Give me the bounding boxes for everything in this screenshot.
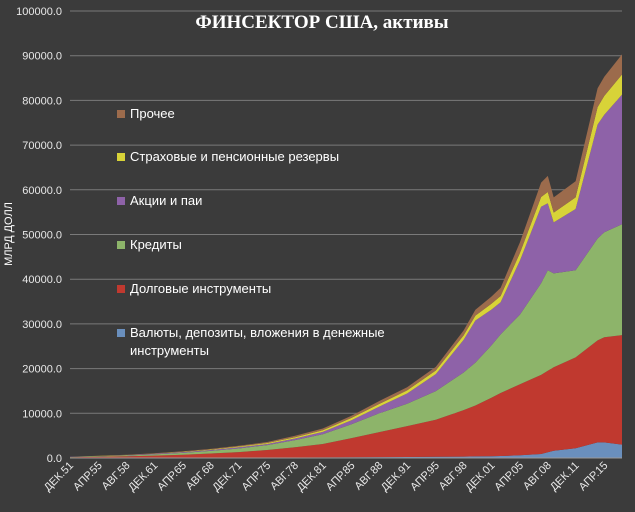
legend-swatch [117, 110, 125, 118]
y-tick-labels: 0.0 10000.0 20000.0 30000.0 40000.0 50000.0 60… [16, 6, 62, 465]
legend-label: Валюты, депозиты, вложения в денежные инс… [130, 325, 385, 358]
y-tick-label: 90000.0 [22, 51, 62, 63]
legend-swatch [117, 329, 125, 337]
area-series-2 [70, 335, 622, 458]
legend-label: Кредиты [130, 237, 182, 252]
y-axis-label: МЛРД ДОЛЛ [3, 202, 15, 266]
legend: Прочее Страховые и пенсионные резервы Акци… [117, 106, 385, 358]
chart-title: ФИНСЕКТОР США, активы [195, 12, 448, 33]
legend-label: Долговые инструменты [130, 281, 271, 296]
y-tick-label: 80000.0 [22, 95, 62, 107]
y-tick-label: 50000.0 [22, 230, 62, 242]
y-tick-label: 70000.0 [22, 140, 62, 152]
y-tick-label: 100000.0 [16, 6, 62, 18]
legend-swatch [117, 197, 125, 205]
area-layer [70, 54, 622, 458]
legend-swatch [117, 285, 125, 293]
legend-label: Прочее [130, 106, 175, 121]
y-tick-label: 10000.0 [22, 408, 62, 420]
y-tick-label: 60000.0 [22, 185, 62, 197]
legend-swatch [117, 241, 125, 249]
area-series-3 [70, 224, 622, 458]
area-series-1 [70, 442, 622, 458]
legend-swatch [117, 153, 125, 161]
grid-layer [70, 10, 622, 414]
y-tick-label: 0.0 [47, 453, 62, 465]
y-tick-label: 20000.0 [22, 364, 62, 376]
legend-label: Акции и паи [130, 193, 202, 208]
y-tick-label: 30000.0 [22, 319, 62, 331]
legend-label: Страховые и пенсионные резервы [130, 149, 339, 164]
y-tick-label: 40000.0 [22, 274, 62, 286]
